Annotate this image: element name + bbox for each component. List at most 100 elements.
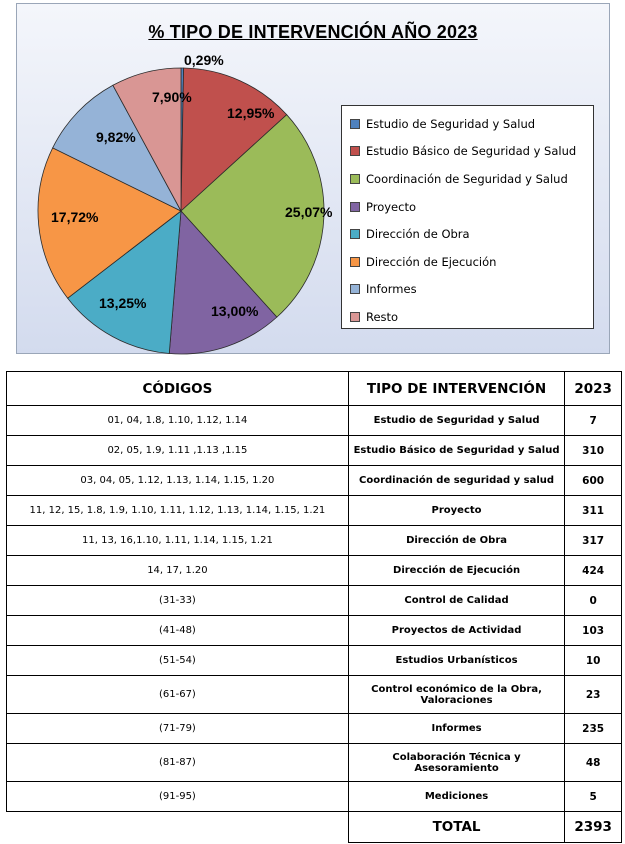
type-cell: Mediciones: [347, 781, 566, 812]
type-cell: Colaboración Técnica y Asesoramiento: [347, 743, 566, 782]
codes-cell: 11, 12, 15, 1.8, 1.9, 1.10, 1.11, 1.12, …: [6, 495, 349, 526]
empty-cell: [7, 812, 349, 843]
codes-cell: (91-95): [6, 781, 349, 812]
codes-cell: 14, 17, 1.20: [6, 555, 349, 586]
legend-label: Proyecto: [366, 199, 416, 214]
table-row: 03, 04, 05, 1.12, 1.13, 1.14, 1.15, 1.20…: [6, 465, 622, 496]
legend-item: Resto: [342, 303, 593, 331]
legend-item: Proyecto: [342, 193, 593, 221]
codes-cell: (61-67): [6, 675, 349, 714]
codes-cell: (71-79): [6, 713, 349, 744]
type-cell: Informes: [347, 713, 566, 744]
legend-swatch: [350, 173, 360, 184]
codes-cell: 01, 04, 1.8, 1.10, 1.12, 1.14: [6, 405, 349, 436]
value-cell: 310: [564, 435, 622, 466]
total-label: TOTAL: [347, 811, 566, 843]
pie-slice: [180, 67, 288, 212]
pie-slice: [112, 67, 182, 212]
type-cell: Dirección de Obra: [347, 525, 566, 556]
type-cell: Estudio Básico de Seguridad y Salud: [347, 435, 566, 466]
total-row: TOTAL 2393: [7, 811, 622, 843]
slice-label: 0,29%: [184, 52, 224, 68]
pie-chart: 0,29% 12,95% 25,07% 13,00% 13,25% 17,72% 9,82%…: [37, 52, 333, 355]
pie-slice: [52, 84, 182, 212]
type-cell: Control económico de la Obra, Valoracion…: [347, 675, 566, 714]
legend-label: Resto: [366, 309, 399, 324]
value-cell: 317: [564, 525, 622, 556]
legend-swatch: [350, 229, 360, 240]
codes-cell: (41-48): [6, 615, 349, 646]
value-cell: 10: [564, 645, 622, 676]
pie-chart-panel: % TIPO DE INTERVENCIÓN AÑO 2023 0,29% 12,…: [16, 3, 610, 355]
codes-cell: (31-33): [6, 585, 349, 616]
intervention-table: CÓDIGOS TIPO DE INTERVENCIÓN 2023 01, 04…: [6, 371, 622, 843]
header-codes: CÓDIGOS: [6, 371, 349, 406]
codes-cell: (51-54): [6, 645, 349, 676]
legend-label: Informes: [366, 282, 417, 297]
legend-swatch: [350, 311, 360, 322]
legend-item: Dirección de Ejecución: [342, 248, 593, 276]
table-row: 11, 13, 16,1.10, 1.11, 1.14, 1.15, 1.21 …: [6, 525, 622, 556]
slice-label: 13,25%: [99, 295, 147, 311]
legend-swatch: [350, 201, 360, 212]
value-cell: 311: [564, 495, 622, 526]
legend-label: Coordinación de Seguridad y Salud: [366, 171, 568, 186]
legend-swatch: [350, 256, 360, 267]
type-cell: Proyecto: [347, 495, 566, 526]
codes-cell: 03, 04, 05, 1.12, 1.13, 1.14, 1.15, 1.20: [6, 465, 349, 496]
value-cell: 23: [564, 675, 622, 714]
value-cell: 5: [564, 781, 622, 812]
legend-item: Dirección de Obra: [342, 220, 593, 248]
slice-label: 9,82%: [96, 129, 136, 145]
type-cell: Dirección de Ejecución: [347, 555, 566, 586]
codes-cell: (81-87): [6, 743, 349, 782]
legend-swatch: [350, 284, 360, 295]
table-row: (81-87) Colaboración Técnica y Asesorami…: [6, 743, 622, 782]
value-cell: 0: [564, 585, 622, 616]
legend-item: Coordinación de Seguridad y Salud: [342, 165, 593, 193]
type-cell: Proyectos de Actividad: [347, 615, 566, 646]
codes-cell: 11, 13, 16,1.10, 1.11, 1.14, 1.15, 1.21: [6, 525, 349, 556]
type-cell: Coordinación de seguridad y salud: [347, 465, 566, 496]
pie-slice: [180, 114, 325, 318]
legend-item: Estudio de Seguridad y Salud: [342, 110, 593, 138]
value-cell: 103: [564, 615, 622, 646]
value-cell: 7: [564, 405, 622, 436]
slice-label: 7,90%: [152, 89, 192, 105]
legend-label: Dirección de Ejecución: [366, 254, 497, 269]
legend-label: Estudio Básico de Seguridad y Salud: [366, 144, 577, 159]
table-row: 14, 17, 1.20 Dirección de Ejecución 424: [6, 555, 622, 586]
value-cell: 48: [564, 743, 622, 782]
legend-item: Informes: [342, 276, 593, 304]
header-year: 2023: [564, 371, 622, 406]
slice-label: 13,00%: [211, 303, 259, 319]
pie-slice: [168, 210, 278, 355]
table-row: (31-33) Control de Calidad 0: [6, 585, 622, 616]
table-row: (61-67) Control económico de la Obra, Va…: [6, 675, 622, 714]
value-cell: 424: [564, 555, 622, 586]
type-cell: Control de Calidad: [347, 585, 566, 616]
table-row: (91-95) Mediciones 5: [6, 781, 622, 812]
value-cell: 600: [564, 465, 622, 496]
legend-swatch: [350, 146, 360, 157]
legend-item: Estudio Básico de Seguridad y Salud: [342, 138, 593, 166]
chart-legend: Estudio de Seguridad y Salud Estudio Bási…: [341, 105, 594, 329]
total-value: 2393: [564, 811, 622, 843]
slice-label: 25,07%: [285, 204, 333, 220]
table-row: (71-79) Informes 235: [6, 713, 622, 744]
value-cell: 235: [564, 713, 622, 744]
table-row: 11, 12, 15, 1.8, 1.9, 1.10, 1.11, 1.12, …: [6, 495, 622, 526]
legend-label: Dirección de Obra: [366, 227, 470, 242]
header-type: TIPO DE INTERVENCIÓN: [347, 371, 566, 406]
slice-label: 12,95%: [227, 105, 275, 121]
table-header-row: CÓDIGOS TIPO DE INTERVENCIÓN 2023: [6, 371, 622, 406]
pie-slice: [37, 147, 182, 299]
legend-label: Estudio de Seguridad y Salud: [366, 116, 536, 131]
table-row: (41-48) Proyectos de Actividad 103: [6, 615, 622, 646]
codes-cell: 02, 05, 1.9, 1.11 ,1.13 ,1.15: [6, 435, 349, 466]
table-row: 02, 05, 1.9, 1.11 ,1.13 ,1.15 Estudio Bá…: [6, 435, 622, 466]
legend-swatch: [350, 118, 360, 129]
type-cell: Estudios Urbanísticos: [347, 645, 566, 676]
pie-slice: [67, 210, 182, 354]
slice-label: 17,72%: [51, 209, 99, 225]
